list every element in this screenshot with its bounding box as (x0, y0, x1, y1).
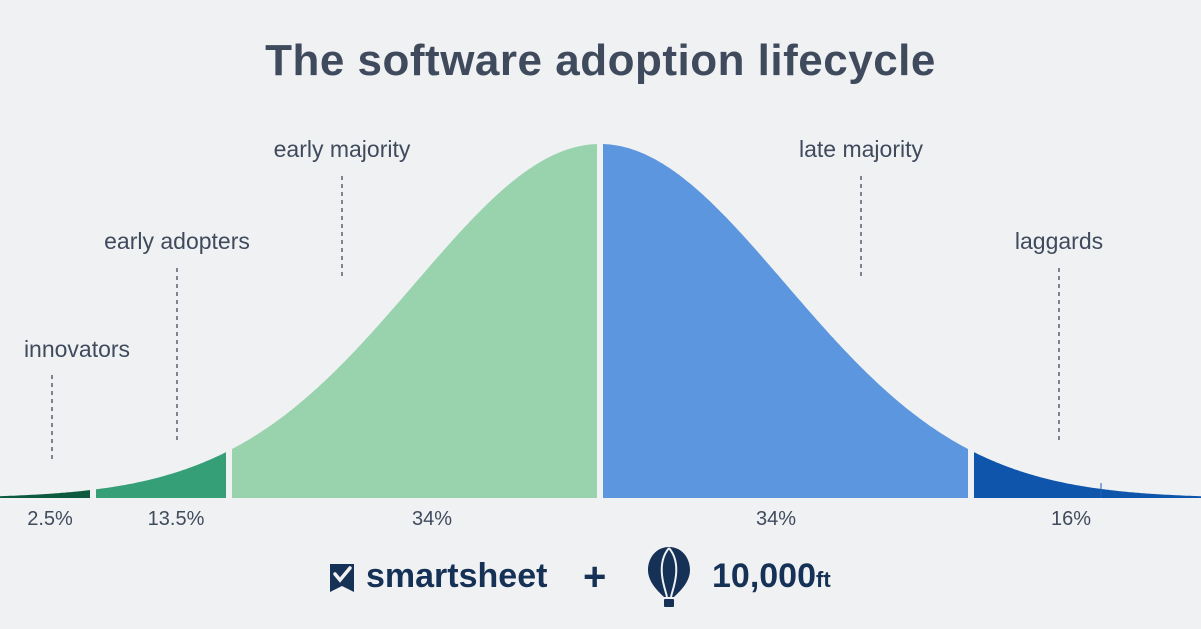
label-late-majority: late majority (799, 136, 923, 162)
percent-late-majority: 34% (755, 508, 797, 530)
tenthousandft-logo-number: 10,000 (712, 557, 816, 595)
label-early-adopters: early adopters (104, 228, 250, 254)
label-laggards: laggards (1014, 228, 1104, 254)
balloon-icon (648, 547, 690, 607)
percent-early-adopters: 13.5% (147, 508, 205, 530)
percent-innovators: 2.5% (27, 508, 73, 530)
tenthousandft-logo-suffix: ft (816, 567, 831, 592)
percent-early-majority: 34% (411, 508, 453, 530)
page-title: The software adoption lifecycle (265, 36, 936, 85)
footer-logos: smartsheet + 10,000ft (0, 545, 1201, 609)
plus-sign: + (583, 555, 607, 599)
smartsheet-logo-text: smartsheet (366, 557, 548, 595)
label-early-majority: early majority (273, 136, 411, 162)
segment-innovators (0, 490, 90, 498)
leader-lines (51, 176, 1060, 462)
bell-curve (0, 144, 1201, 498)
segment-early-majority (232, 144, 597, 498)
percent-laggards: 16% (1050, 508, 1092, 530)
smartsheet-check-icon (330, 564, 354, 592)
tenthousandft-logo-text: 10,000ft (712, 557, 831, 596)
segment-early-adopters (96, 452, 226, 498)
segment-laggards (974, 452, 1201, 498)
segment-late-majority (603, 144, 968, 498)
label-innovators: innovators (23, 336, 131, 362)
